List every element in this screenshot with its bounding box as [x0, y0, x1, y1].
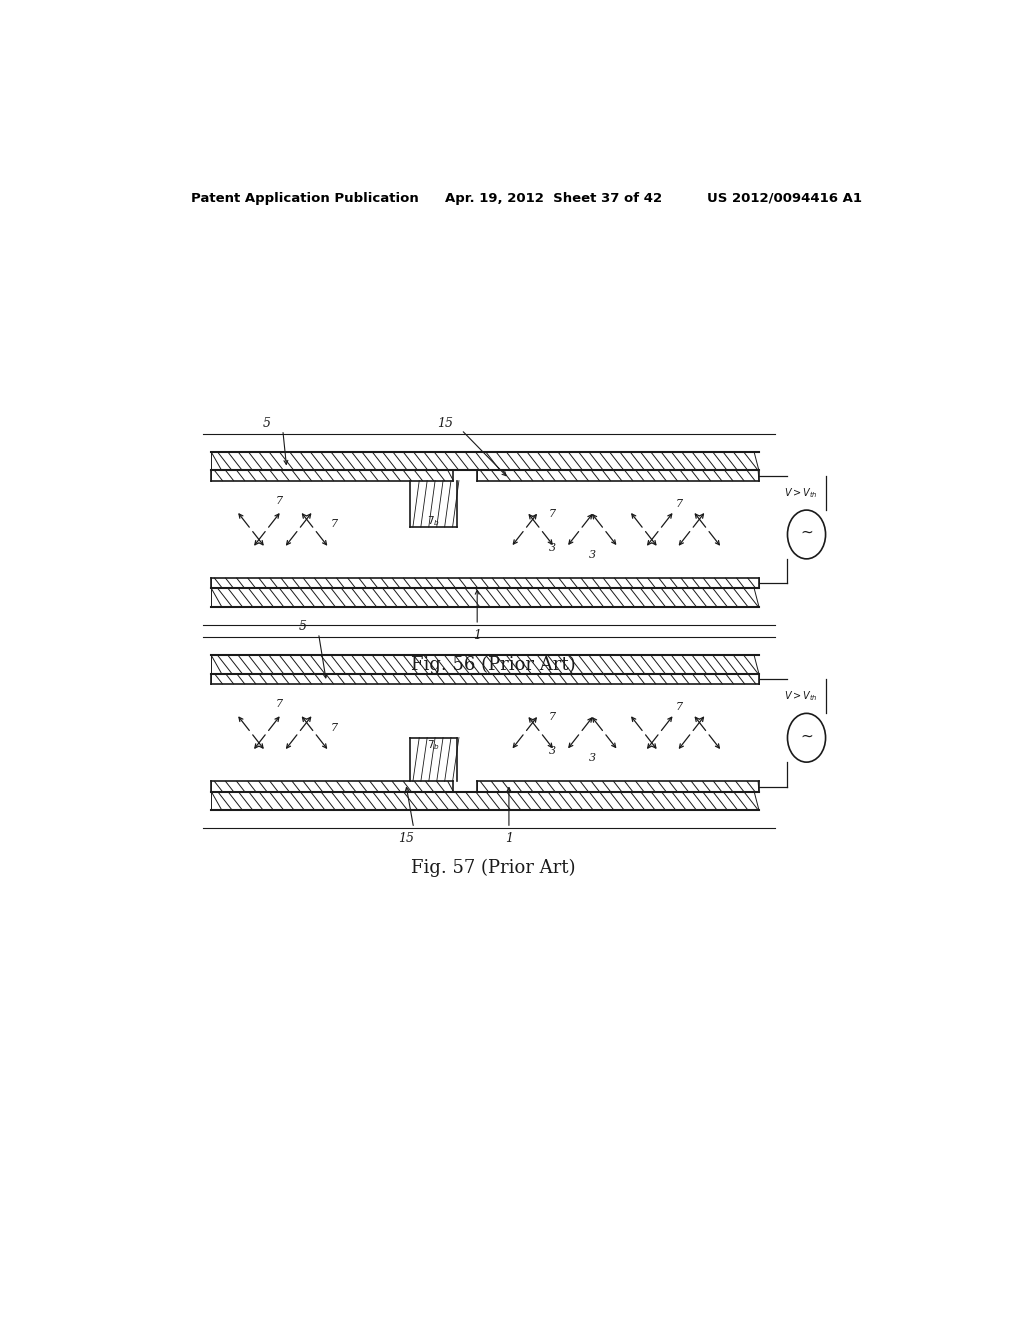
Text: $7_b$: $7_b$	[427, 515, 440, 528]
Text: $7_b$: $7_b$	[427, 738, 440, 752]
Text: 7: 7	[331, 722, 338, 733]
Text: Fig. 56 (Prior Art): Fig. 56 (Prior Art)	[411, 656, 575, 673]
Text: 7: 7	[676, 499, 683, 510]
Text: 1: 1	[473, 630, 481, 642]
Text: 7: 7	[275, 700, 283, 709]
Text: 5: 5	[299, 620, 306, 634]
Text: Apr. 19, 2012  Sheet 37 of 42: Apr. 19, 2012 Sheet 37 of 42	[445, 191, 663, 205]
Text: Fig. 57 (Prior Art): Fig. 57 (Prior Art)	[411, 859, 575, 876]
Text: 7: 7	[676, 702, 683, 713]
Text: 3: 3	[549, 746, 556, 756]
Text: 7: 7	[275, 496, 283, 506]
Text: 15: 15	[437, 417, 454, 430]
Text: 15: 15	[397, 833, 414, 845]
Text: 7: 7	[331, 519, 338, 529]
Text: 7: 7	[549, 510, 556, 519]
Text: 3: 3	[549, 543, 556, 553]
Text: Patent Application Publication: Patent Application Publication	[191, 191, 419, 205]
Text: 7: 7	[549, 713, 556, 722]
Text: ~: ~	[800, 525, 813, 540]
Text: US 2012/0094416 A1: US 2012/0094416 A1	[708, 191, 862, 205]
Text: 3: 3	[589, 550, 596, 560]
Text: 3: 3	[589, 754, 596, 763]
Text: 5: 5	[263, 417, 271, 430]
Text: $V > V_{th}$: $V > V_{th}$	[783, 486, 817, 500]
Text: $V > V_{th}$: $V > V_{th}$	[783, 689, 817, 704]
Text: ~: ~	[800, 729, 813, 743]
Text: 1: 1	[505, 833, 513, 845]
